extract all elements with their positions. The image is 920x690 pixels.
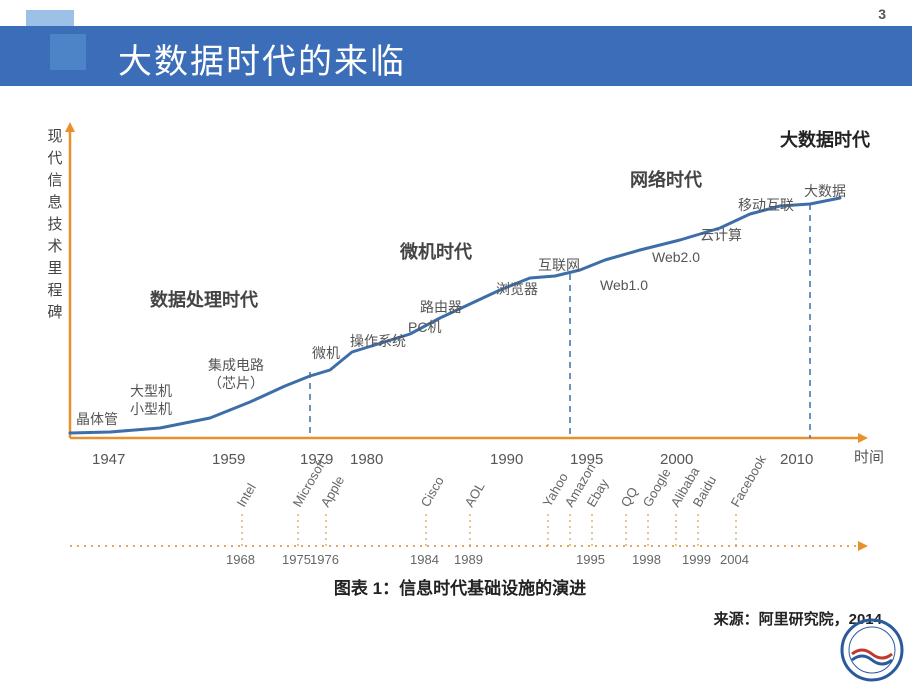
milestone-label: 云计算: [700, 227, 742, 243]
milestone-label: 大型机: [130, 383, 172, 399]
company-year: 1976: [310, 552, 339, 567]
x-tick: 1980: [350, 451, 383, 468]
milestone-label: 大数据: [804, 183, 846, 199]
company-year: 1999: [682, 552, 711, 567]
company-year: 1995: [576, 552, 605, 567]
company-year: 1989: [454, 552, 483, 567]
slide: 3 大数据时代的来临 现代信息技术里程碑 时间数据处理时代微机时代网络时代大数据…: [0, 0, 920, 690]
milestone-label: PC机: [408, 319, 441, 335]
timeline-chart: 时间 数据处理时代 微机时代 网络时代 大数据时代晶体管大型机小型机 集成电路 （芯片） 微机…: [40, 118, 900, 568]
page-number: 3: [878, 6, 886, 22]
company-year: 1968: [226, 552, 255, 567]
era-label: 微机时代: [399, 241, 472, 262]
milestone-label: 浏览器: [496, 281, 538, 297]
company-label: Facebook: [728, 452, 770, 509]
company-year: 1984: [410, 552, 439, 567]
milestone-label: 晶体管: [76, 411, 118, 427]
company-year: 2004: [720, 552, 749, 567]
milestone-label: Web1.0: [600, 277, 648, 293]
company-year: 1975: [282, 552, 311, 567]
slide-title: 大数据时代的来临: [118, 34, 406, 83]
company-label: AOL: [462, 479, 488, 509]
milestone-label: （芯片）: [208, 375, 264, 391]
university-logo: [840, 618, 904, 682]
milestone-label: Web2.0: [652, 249, 700, 265]
milestone-label: 操作系统: [350, 333, 406, 349]
milestone-label: 互联网: [538, 257, 580, 273]
chart-caption: 图表 1：信息时代基础设施的演进: [0, 574, 920, 599]
milestone-label: 微机: [312, 345, 340, 361]
company-label: QQ: [618, 484, 641, 509]
milestone-label: 移动互联: [738, 197, 794, 213]
company-label: Apple: [318, 473, 348, 509]
era-label: 网络时代: [630, 169, 702, 190]
header-accent-2: [50, 34, 86, 70]
x-tick: 2010: [780, 451, 813, 468]
company-label: Cisco: [418, 474, 447, 510]
milestone-label: 集成电路: [208, 357, 264, 373]
x-tick: 1959: [212, 451, 245, 468]
company-label: Intel: [234, 481, 259, 510]
x-tick: 1990: [490, 451, 523, 468]
milestone-label: 路由器: [420, 299, 462, 315]
era-label: 数据处理时代: [150, 289, 258, 310]
milestone-label: 小型机: [130, 401, 172, 417]
company-year: 1998: [632, 552, 661, 567]
x-tick: 1947: [92, 451, 125, 468]
chart-svg: 时间 数据处理时代 微机时代 网络时代 大数据时代晶体管大型机小型机 集成电路 （芯片） 微机…: [40, 118, 900, 568]
era-label: 大数据时代: [780, 129, 870, 150]
x-axis-label: 时间: [854, 449, 884, 466]
